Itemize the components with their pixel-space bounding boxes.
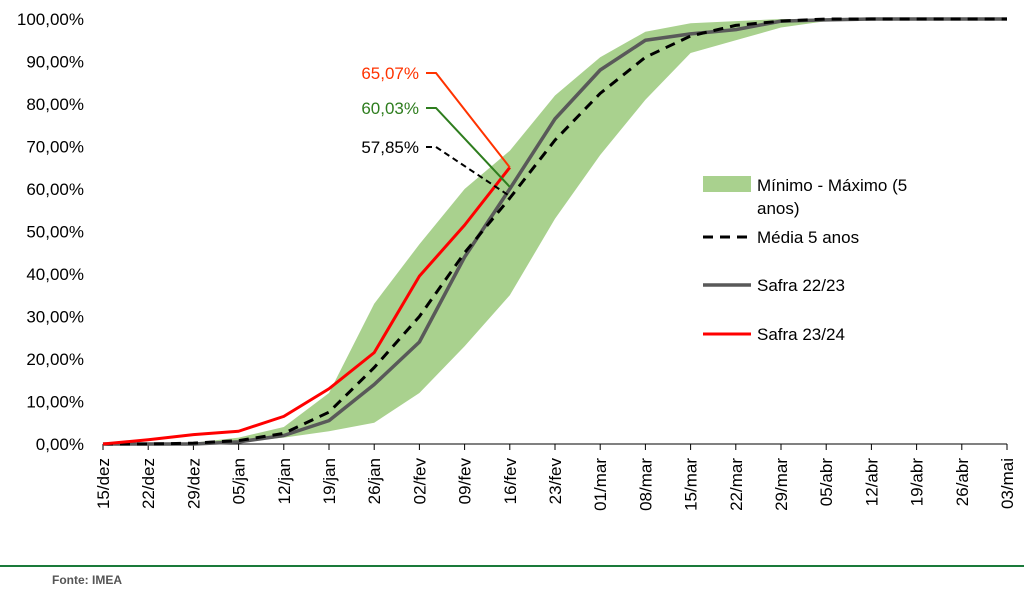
x-tick-label: 09/fev xyxy=(456,458,475,505)
annotation-label: 65,07% xyxy=(361,64,419,83)
y-tick-label: 0,00% xyxy=(36,435,84,454)
annotation-leader-line xyxy=(426,107,511,188)
y-tick-label: 20,00% xyxy=(26,350,84,369)
annotations-layer: 65,07% 60,03% 57,85% xyxy=(361,64,511,197)
min-max-band-area xyxy=(103,19,1007,444)
y-tick-label: 70,00% xyxy=(26,138,84,157)
legend-label-cont: anos) xyxy=(757,199,800,218)
x-tick-label: 12/abr xyxy=(862,458,881,507)
x-tick-label: 03/mai xyxy=(998,458,1017,509)
source-note: Fonte: IMEA xyxy=(52,573,122,587)
annotation-label: 57,85% xyxy=(361,138,419,157)
min-max-band-layer xyxy=(103,19,1007,444)
x-tick-label: 05/abr xyxy=(817,458,836,507)
series-line-safra-22-23 xyxy=(103,17,1007,446)
y-tick-label: 80,00% xyxy=(26,95,84,114)
legend-label: Safra 23/24 xyxy=(757,325,845,344)
annotation-label: 60,03% xyxy=(361,99,419,118)
legend: Mínimo - Máximo (5 anos) Média 5 anos Safra… xyxy=(703,176,907,344)
x-tick-label: 16/fev xyxy=(501,458,520,505)
y-tick-label: 50,00% xyxy=(26,223,84,242)
x-tick-label: 15/mar xyxy=(682,458,701,511)
legend-swatch-band xyxy=(703,176,751,192)
x-tick-label: 26/abr xyxy=(953,458,972,507)
x-tick-label: 22/mar xyxy=(727,458,746,511)
legend-label: Média 5 anos xyxy=(757,228,859,247)
x-tick-label: 26/jan xyxy=(365,458,384,504)
footer-divider xyxy=(0,565,1024,567)
annotation-leader-line xyxy=(426,146,511,197)
x-tick-label: 02/fev xyxy=(410,458,429,505)
x-tick-label: 23/fev xyxy=(546,458,565,505)
y-tick-label: 60,00% xyxy=(26,180,84,199)
series-line-safra-23-24 xyxy=(102,166,511,446)
axes-layer: 0,00% 10,00% 20,00% 30,00% 40,00% 50,00% 60,00… xyxy=(17,10,1017,511)
legend-label: Mínimo - Máximo (5 xyxy=(757,176,907,195)
annotation-leader-line xyxy=(426,72,511,169)
x-tick-label: 05/jan xyxy=(230,458,249,504)
x-tick-label: 29/dez xyxy=(184,458,203,509)
x-tick-label: 19/jan xyxy=(320,458,339,504)
y-tick-label: 40,00% xyxy=(26,265,84,284)
y-tick-label: 100,00% xyxy=(17,10,84,29)
x-tick-label: 29/mar xyxy=(772,458,791,511)
series-lines-layer xyxy=(102,17,1007,446)
y-tick-label: 10,00% xyxy=(26,393,84,412)
y-tick-label: 30,00% xyxy=(26,308,84,327)
x-tick-label: 15/dez xyxy=(94,458,113,509)
legend-label: Safra 22/23 xyxy=(757,276,845,295)
x-tick-label: 08/mar xyxy=(636,458,655,511)
series-line-media-5-anos xyxy=(103,17,1007,446)
y-tick-label: 90,00% xyxy=(26,53,84,72)
x-tick-label: 22/dez xyxy=(139,458,158,509)
x-tick-label: 12/jan xyxy=(275,458,294,504)
x-tick-label: 01/mar xyxy=(591,458,610,511)
x-tick-label: 19/abr xyxy=(908,458,927,507)
